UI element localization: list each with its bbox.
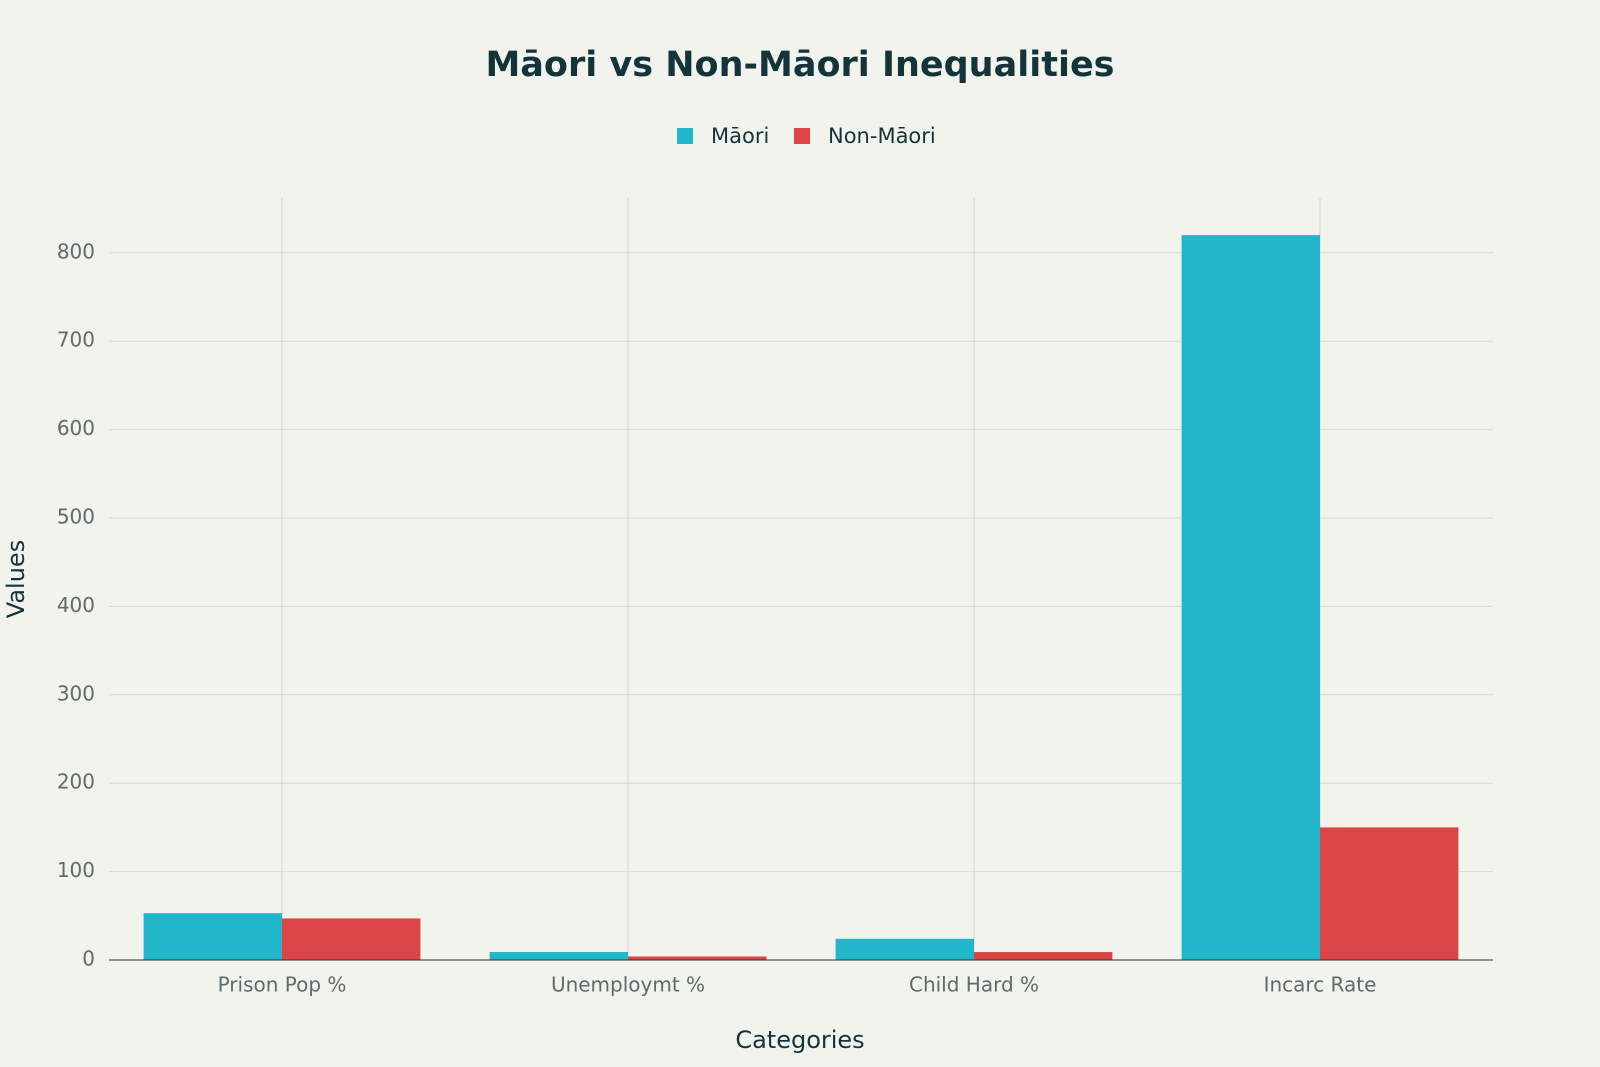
- y-axis-title: Values: [2, 540, 30, 618]
- x-tick-label: Child Hard %: [909, 973, 1039, 997]
- legend-label: Māori: [711, 124, 769, 148]
- x-tick-label: Unemploymt %: [551, 973, 705, 997]
- y-tick-label: 0: [82, 947, 95, 971]
- legend-swatch: [794, 128, 810, 144]
- y-tick-label: 600: [57, 416, 95, 440]
- x-tick-label: Prison Pop %: [218, 973, 347, 997]
- bar: [489, 952, 628, 960]
- y-tick-label: 700: [57, 328, 95, 352]
- y-tick-label: 200: [57, 770, 95, 794]
- bar: [974, 952, 1113, 960]
- bar: [1181, 235, 1320, 960]
- legend-label: Non-Māori: [828, 124, 936, 148]
- y-tick-label: 100: [57, 858, 95, 882]
- bar: [628, 956, 767, 960]
- bar: [143, 913, 282, 960]
- bar: [282, 918, 421, 960]
- bar: [835, 938, 974, 960]
- legend-swatch: [677, 128, 693, 144]
- x-axis-title: Categories: [735, 1026, 864, 1054]
- y-tick-label: 300: [57, 681, 95, 705]
- x-tick-label: Incarc Rate: [1264, 973, 1377, 997]
- y-tick-label: 500: [57, 505, 95, 529]
- y-tick-label: 400: [57, 593, 95, 617]
- bar: [1320, 827, 1459, 960]
- chart-title: Māori vs Non-Māori Inequalities: [485, 45, 1114, 85]
- y-tick-label: 800: [57, 239, 95, 263]
